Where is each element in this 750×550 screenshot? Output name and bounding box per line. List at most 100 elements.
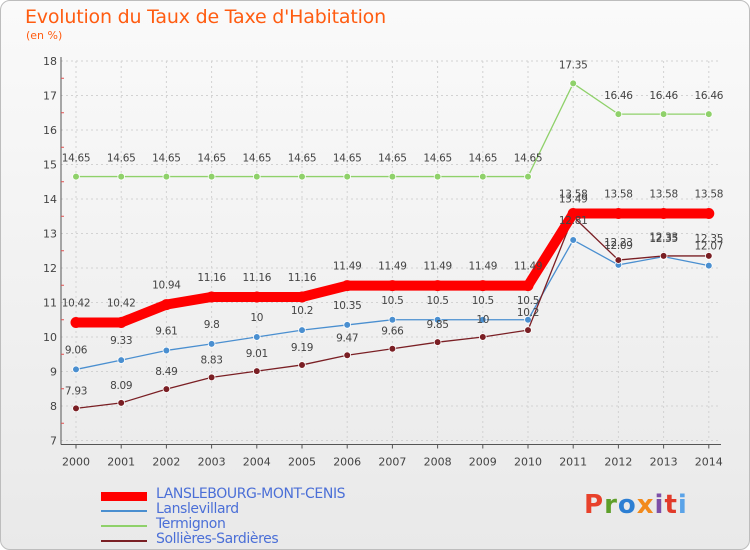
data-label: 12.81 — [559, 215, 588, 227]
legend-swatch — [101, 492, 147, 501]
data-point — [432, 280, 444, 292]
data-point — [160, 299, 172, 311]
logo-letter: r — [604, 490, 618, 520]
data-point — [704, 110, 713, 118]
y-tick-label: 8 — [50, 400, 57, 413]
data-label: 17.35 — [559, 59, 588, 71]
data-label: 9.33 — [110, 335, 132, 347]
data-point — [343, 321, 352, 329]
data-label: 11.49 — [514, 261, 543, 273]
y-tick-label: 9 — [50, 366, 57, 379]
data-label: 13.58 — [649, 188, 678, 200]
data-label: 14.65 — [333, 153, 362, 165]
data-label: 16.46 — [695, 90, 724, 102]
data-point — [522, 280, 534, 292]
data-label: 9.47 — [336, 332, 358, 344]
legend-label: LANSLEBOURG-MONT-CENIS — [156, 486, 346, 502]
x-tick-label: 2012 — [604, 456, 632, 469]
data-point — [569, 236, 577, 244]
legend-swatch — [101, 525, 147, 527]
data-label: 10.5 — [517, 295, 539, 307]
data-label: 10.5 — [472, 295, 494, 307]
data-label: 12.33 — [649, 232, 678, 244]
logo-letter: P — [584, 490, 605, 520]
data-point — [524, 326, 532, 334]
logo-letter: t — [664, 490, 678, 520]
data-label: 14.65 — [469, 153, 498, 165]
data-point — [72, 172, 80, 181]
data-point — [117, 356, 125, 364]
data-label: 8.83 — [201, 354, 223, 366]
data-label: 10.94 — [152, 280, 181, 292]
y-tick-label: 15 — [43, 159, 57, 172]
data-point — [298, 326, 306, 334]
data-point — [72, 365, 80, 374]
logo-letter: o — [617, 490, 637, 520]
y-tick-label: 7 — [50, 435, 57, 448]
data-point — [298, 361, 306, 369]
legend-swatch — [101, 510, 147, 512]
data-label: 12.23 — [604, 237, 633, 249]
data-label: 13.49 — [559, 194, 588, 206]
legend-item: Lanslevillard — [101, 501, 401, 519]
data-label: 11.49 — [333, 261, 362, 273]
data-point — [341, 280, 353, 292]
y-tick-label: 14 — [43, 193, 57, 206]
data-point — [207, 373, 216, 382]
data-label: 9.61 — [155, 325, 177, 337]
data-point — [612, 207, 624, 219]
data-point — [207, 172, 216, 181]
data-label: 12.07 — [695, 241, 724, 253]
chart-subtitle: (en %) — [26, 29, 63, 42]
y-tick-label: 11 — [43, 297, 57, 310]
data-point — [567, 207, 579, 219]
data-label: 9.06 — [65, 344, 88, 356]
data-point — [253, 367, 261, 375]
data-label: 10.35 — [333, 300, 362, 312]
data-point — [659, 252, 668, 260]
data-point — [72, 404, 80, 413]
chart-legend: LANSLEBOURG-MONT-CENIS Lanslevillard Termi… — [101, 486, 401, 549]
data-point — [569, 79, 577, 88]
data-point — [343, 172, 352, 181]
data-point — [162, 172, 171, 181]
data-point — [207, 340, 216, 348]
data-label: 12.35 — [649, 233, 678, 245]
x-tick-label: 2004 — [243, 456, 271, 469]
data-point — [298, 172, 306, 181]
x-tick-label: 2006 — [333, 456, 361, 469]
data-label: 16.46 — [649, 90, 678, 102]
data-label: 9.66 — [381, 326, 404, 338]
data-point — [117, 172, 125, 181]
data-label: 14.65 — [423, 153, 452, 165]
data-label: 14.65 — [62, 153, 91, 165]
data-point — [206, 291, 218, 303]
legend-label: Termignon — [156, 516, 226, 532]
x-tick-label: 2014 — [695, 456, 723, 469]
data-label: 9.19 — [291, 342, 313, 354]
x-tick-label: 2013 — [650, 456, 678, 469]
data-point — [433, 172, 442, 181]
legend-label: Sollières-Sardières — [156, 531, 279, 547]
data-label: 14.65 — [288, 153, 317, 165]
x-tick-label: 2011 — [559, 456, 587, 469]
data-label: 13.58 — [695, 188, 724, 200]
legend-swatch — [101, 540, 147, 542]
data-label: 14.65 — [152, 153, 181, 165]
proxiti-logo: Proxiti — [584, 490, 688, 520]
data-point — [70, 317, 82, 329]
legend-item: LANSLEBOURG-MONT-CENIS — [101, 486, 401, 504]
data-point — [253, 333, 261, 341]
data-label: 9.85 — [427, 319, 449, 331]
x-tick-label: 2007 — [378, 456, 406, 469]
data-point — [524, 315, 532, 324]
data-label: 11.49 — [378, 261, 407, 273]
data-label: 10.2 — [291, 305, 313, 317]
data-point — [478, 333, 487, 341]
data-label: 8.09 — [110, 380, 132, 392]
data-label: 16.46 — [604, 90, 633, 102]
data-point — [115, 317, 127, 329]
x-tick-label: 2008 — [424, 456, 452, 469]
